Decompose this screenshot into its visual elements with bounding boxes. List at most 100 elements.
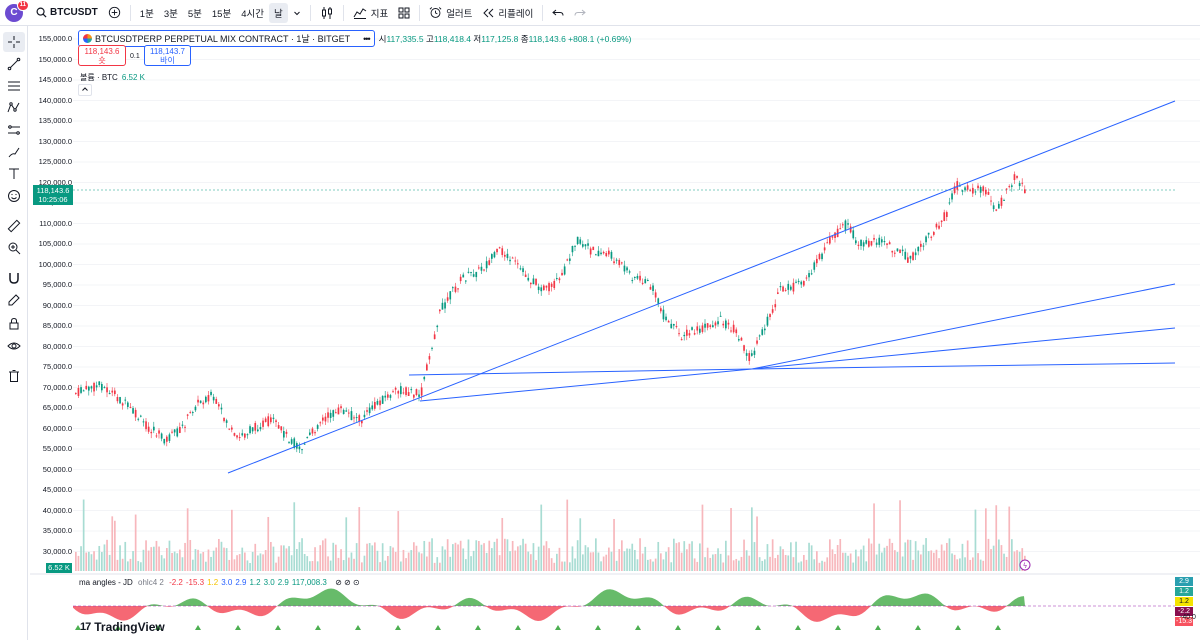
interval-dropdown[interactable] [288, 3, 306, 23]
volume-bar [795, 541, 797, 571]
sell-button[interactable]: 118,143.6 숏 [78, 45, 126, 66]
volume-bar [839, 539, 842, 571]
lightning-icon[interactable] [1019, 559, 1031, 571]
alert-button[interactable]: 얼러트 [424, 3, 477, 23]
fib-tool[interactable] [3, 76, 25, 96]
forecast-icon [8, 125, 20, 135]
trendlines[interactable] [227, 100, 1176, 474]
magnet-tool[interactable] [3, 268, 25, 288]
volume-bar [914, 541, 917, 571]
brush-tool[interactable] [3, 142, 25, 162]
indicator-eye-icon[interactable]: ⊘ ⊘ ⊙ [335, 578, 360, 587]
trendline[interactable] [751, 283, 1176, 370]
volume-bar [218, 538, 220, 571]
volume-bar [259, 553, 262, 571]
trend-line-tool[interactable] [3, 54, 25, 74]
undo-button[interactable] [547, 3, 569, 23]
candle-body [459, 276, 462, 282]
interval-5m[interactable]: 5분 [187, 8, 202, 20]
buy-button[interactable]: 118,143.7 바이 [144, 45, 191, 66]
interval-3m[interactable]: 3분 [163, 8, 178, 20]
zoom-tool[interactable] [3, 238, 25, 258]
compare-symbol-button[interactable] [103, 3, 126, 23]
volume-bar [454, 542, 457, 571]
candle-body [985, 189, 987, 195]
stay-in-drawing-tool[interactable] [3, 290, 25, 310]
volume-bar [613, 518, 615, 571]
candle-body [709, 325, 712, 328]
tradingview-logo[interactable]: 17 TradingView [80, 620, 165, 634]
volume-bar [771, 539, 774, 571]
trendline[interactable] [408, 368, 753, 376]
text-tool[interactable] [3, 164, 25, 184]
volume-bar [735, 558, 738, 571]
volume-bar [777, 554, 779, 571]
candle-body [605, 253, 608, 257]
candle-body [584, 244, 587, 247]
candle-body [938, 225, 940, 229]
volume-bar [618, 549, 621, 571]
candle-body [327, 412, 329, 418]
indicators-button[interactable]: 지표 [348, 3, 393, 23]
price-axis-label: 65,000.0 [42, 403, 72, 412]
trendline[interactable] [419, 368, 753, 402]
candle-body [652, 285, 654, 291]
volume-bar [865, 561, 868, 571]
pattern-tool[interactable] [3, 98, 25, 118]
candle-body [727, 322, 730, 325]
volume-bar [85, 552, 88, 571]
hide-drawings-tool[interactable] [3, 336, 25, 356]
volume-bar [236, 555, 238, 571]
chart-type-button[interactable] [315, 3, 339, 23]
plus-circle-icon [108, 6, 120, 19]
candle-body [725, 320, 727, 329]
interval-4h[interactable]: 4시간 [241, 8, 264, 20]
symbol-name: BTCUSDT [50, 7, 98, 18]
layouts-button[interactable] [393, 3, 415, 23]
indicator-name[interactable]: ma angles - JD [79, 578, 133, 587]
volume-bar [888, 538, 891, 571]
redo-button[interactable] [569, 3, 591, 23]
volume-bar [600, 561, 602, 571]
candle-body [228, 428, 231, 430]
interval-1m[interactable]: 1분 [139, 8, 154, 20]
indicator-value: 2.9 [235, 578, 247, 587]
sell-price: 118,143.6 [84, 47, 120, 56]
remove-drawings-tool[interactable] [3, 366, 25, 386]
candle-body [145, 421, 147, 430]
crosshair-tool[interactable] [3, 32, 25, 52]
trendline[interactable] [751, 362, 1176, 370]
emoji-tool[interactable] [3, 186, 25, 206]
more-options-icon[interactable]: ••• [363, 33, 371, 44]
collapse-legend-button[interactable] [78, 84, 92, 96]
candlestick-icon [321, 6, 332, 19]
candle-body [888, 242, 891, 245]
symbol-search-button[interactable]: BTCUSDT [31, 3, 103, 23]
volume-bar [160, 555, 163, 571]
trendline[interactable] [227, 100, 1176, 474]
replay-button[interactable]: 리플레이 [477, 3, 538, 23]
interval-1d[interactable]: 날 [268, 2, 288, 23]
trendline[interactable] [751, 327, 1176, 370]
interval-15m[interactable]: 15분 [211, 8, 232, 20]
volume-bar [241, 547, 244, 571]
candle-body [293, 438, 296, 448]
volume-bar [857, 556, 860, 571]
candle-body [426, 364, 428, 371]
candle-body [322, 417, 324, 421]
lock-drawings-tool[interactable] [3, 314, 25, 334]
candle-body [925, 236, 927, 243]
candle-body [990, 200, 992, 202]
ruler-tool[interactable] [3, 216, 25, 236]
volume-bar [873, 503, 875, 571]
candle-body [933, 232, 935, 235]
candle-body [844, 220, 847, 231]
candle-body [904, 251, 907, 260]
user-avatar[interactable]: C 11 [5, 0, 29, 22]
volume-bar [870, 543, 873, 571]
forecast-tool[interactable] [3, 120, 25, 140]
legend-title-box[interactable]: BTCUSDTPERP PERPETUAL MIX CONTRACT · 1날 … [78, 30, 375, 47]
volume-bar [545, 541, 548, 571]
volume-bar [561, 561, 563, 571]
